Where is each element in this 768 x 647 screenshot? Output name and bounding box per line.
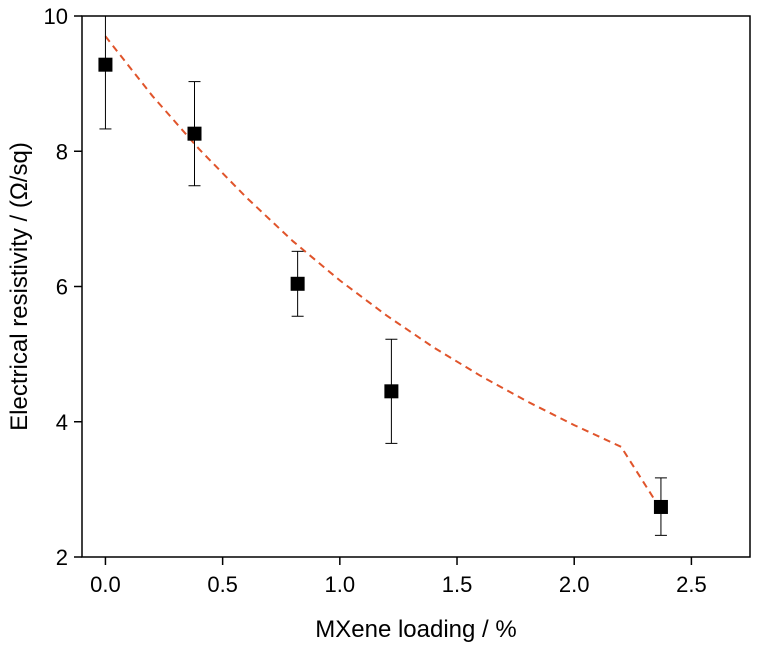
data-point: [98, 57, 113, 72]
x-tick-label: 1.0: [325, 572, 356, 597]
data-point: [290, 276, 305, 291]
y-tick-label: 8: [56, 139, 68, 164]
data-point: [384, 384, 399, 399]
y-tick-label: 10: [44, 4, 68, 29]
x-tick-label: 1.5: [442, 572, 473, 597]
data-point: [187, 126, 202, 141]
y-tick-label: 2: [56, 545, 68, 570]
y-tick-label: 4: [56, 410, 68, 435]
data-point: [653, 499, 668, 514]
x-axis-label: MXene loading / %: [315, 616, 516, 643]
y-axis-label: Electrical resistivity / (Ω/sq): [6, 142, 33, 431]
x-tick-label: 2.5: [676, 572, 707, 597]
plot-area: 0.0 0.5 1.0 1.5 2.0 2.5 2 4 6 8 10: [44, 4, 751, 597]
fit-curve: [104, 35, 662, 511]
x-tick-label: 2.0: [559, 572, 590, 597]
plot-frame: [81, 15, 751, 558]
x-tick-label: 0.5: [207, 572, 238, 597]
x-tick-label: 0.0: [90, 572, 121, 597]
y-tick-label: 6: [56, 275, 68, 300]
